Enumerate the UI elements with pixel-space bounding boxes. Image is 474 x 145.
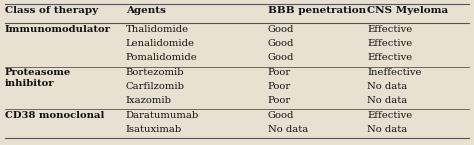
Text: Daratumumab: Daratumumab bbox=[126, 111, 199, 120]
Text: No data: No data bbox=[367, 82, 408, 91]
Text: BBB penetration: BBB penetration bbox=[268, 6, 366, 15]
Text: Carfilzomib: Carfilzomib bbox=[126, 82, 184, 91]
Text: CNS Myeloma: CNS Myeloma bbox=[367, 6, 448, 15]
Text: Agents: Agents bbox=[126, 6, 165, 15]
Text: Good: Good bbox=[268, 53, 294, 62]
Text: Thalidomide: Thalidomide bbox=[126, 25, 189, 34]
Text: No data: No data bbox=[367, 96, 408, 105]
Text: Effective: Effective bbox=[367, 39, 412, 48]
Text: No data: No data bbox=[268, 125, 308, 134]
Text: CD38 monoclonal: CD38 monoclonal bbox=[5, 111, 104, 120]
Text: Class of therapy: Class of therapy bbox=[5, 6, 98, 15]
Text: Ineffective: Ineffective bbox=[367, 68, 422, 77]
Text: Pomalidomide: Pomalidomide bbox=[126, 53, 197, 62]
Text: Effective: Effective bbox=[367, 111, 412, 120]
Text: Good: Good bbox=[268, 39, 294, 48]
Text: Poor: Poor bbox=[268, 96, 291, 105]
Text: Isatuximab: Isatuximab bbox=[126, 125, 182, 134]
Text: Good: Good bbox=[268, 111, 294, 120]
Text: Bortezomib: Bortezomib bbox=[126, 68, 184, 77]
Text: Poor: Poor bbox=[268, 68, 291, 77]
Text: Good: Good bbox=[268, 25, 294, 34]
Text: Poor: Poor bbox=[268, 82, 291, 91]
Text: Ixazomib: Ixazomib bbox=[126, 96, 172, 105]
Text: Effective: Effective bbox=[367, 53, 412, 62]
Text: Proteasome
inhibitor: Proteasome inhibitor bbox=[5, 68, 71, 88]
Text: Lenalidomide: Lenalidomide bbox=[126, 39, 195, 48]
Text: Immunomodulator: Immunomodulator bbox=[5, 25, 111, 34]
Text: Effective: Effective bbox=[367, 25, 412, 34]
Text: No data: No data bbox=[367, 125, 408, 134]
